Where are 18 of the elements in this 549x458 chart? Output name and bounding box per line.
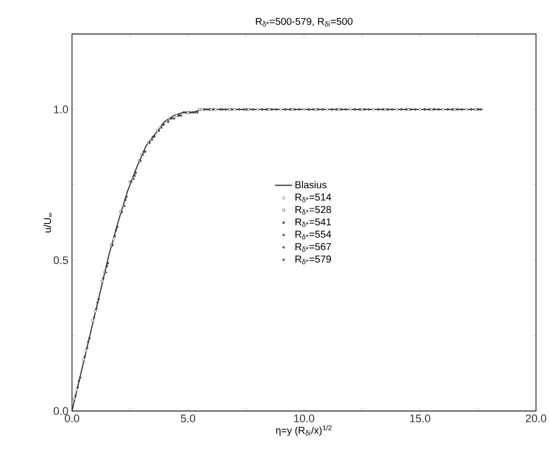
x-tick-label: 20.0 xyxy=(526,414,546,422)
legend-label: R$_{δ*}$=528 xyxy=(296,206,331,215)
y-tick-label: 0.0 xyxy=(54,407,68,415)
chart-title: R$_{δ*}$=500-579, R$_{δi}$=500 xyxy=(256,18,352,26)
legend-label: Blasius xyxy=(296,180,326,188)
y-tick-label: 1.0 xyxy=(54,106,68,114)
y-tick-label: 0.5 xyxy=(54,256,68,264)
y-axis-title: u/U$_{∞}$ xyxy=(44,212,52,232)
legend-label: R$_{δ*}$=579 xyxy=(296,256,331,264)
x-tick-label: 15.0 xyxy=(410,414,430,422)
x-axis-title: η=y (R$_{δi}$/x)$^{1/2}$ xyxy=(276,425,332,436)
x-tick-label: 5.0 xyxy=(180,414,196,422)
legend-label: R$_{δ*}$=554 xyxy=(296,230,332,240)
legend-label: R$_{δ*}$=567 xyxy=(296,243,331,252)
legend-label: R$_{δ*}$=541 xyxy=(296,218,331,227)
legend-label: R$_{δ*}$=514 xyxy=(296,194,332,202)
x-tick-label: 10.0 xyxy=(294,414,314,422)
x-tick-label: 0.0 xyxy=(64,414,80,422)
